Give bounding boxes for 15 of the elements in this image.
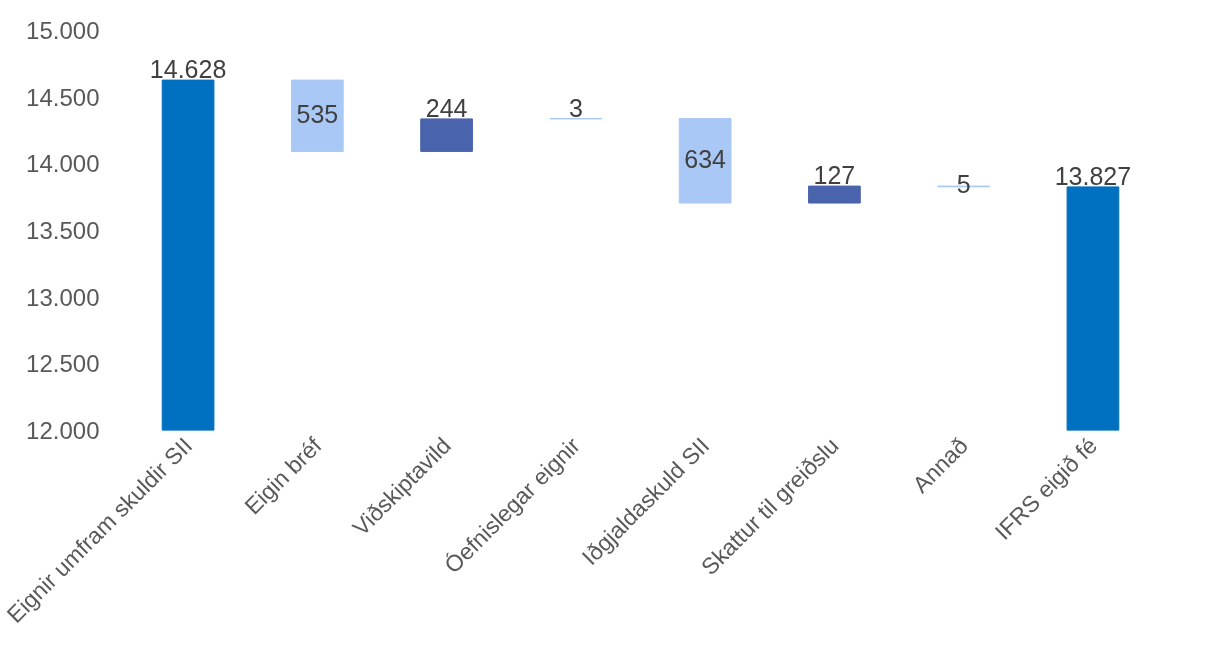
data-label: 13.827 bbox=[1054, 161, 1132, 190]
data-label: 634 bbox=[684, 144, 727, 173]
y-tick-label: 14.000 bbox=[26, 150, 100, 178]
y-tick-label: 13.500 bbox=[26, 217, 100, 244]
data-label: 535 bbox=[296, 99, 339, 128]
y-tick-label: 15.000 bbox=[26, 17, 100, 44]
data-label: 244 bbox=[425, 93, 468, 122]
data-label: 3 bbox=[568, 93, 583, 122]
y-tick-label: 12.500 bbox=[26, 350, 100, 378]
data-label: 14.628 bbox=[149, 55, 227, 84]
y-tick-label: 13.000 bbox=[26, 283, 100, 311]
y-tick-label: 14.500 bbox=[26, 83, 100, 111]
data-label: 127 bbox=[813, 161, 856, 190]
data-label: 5 bbox=[956, 170, 971, 199]
y-tick-label: 12.000 bbox=[26, 417, 100, 444]
